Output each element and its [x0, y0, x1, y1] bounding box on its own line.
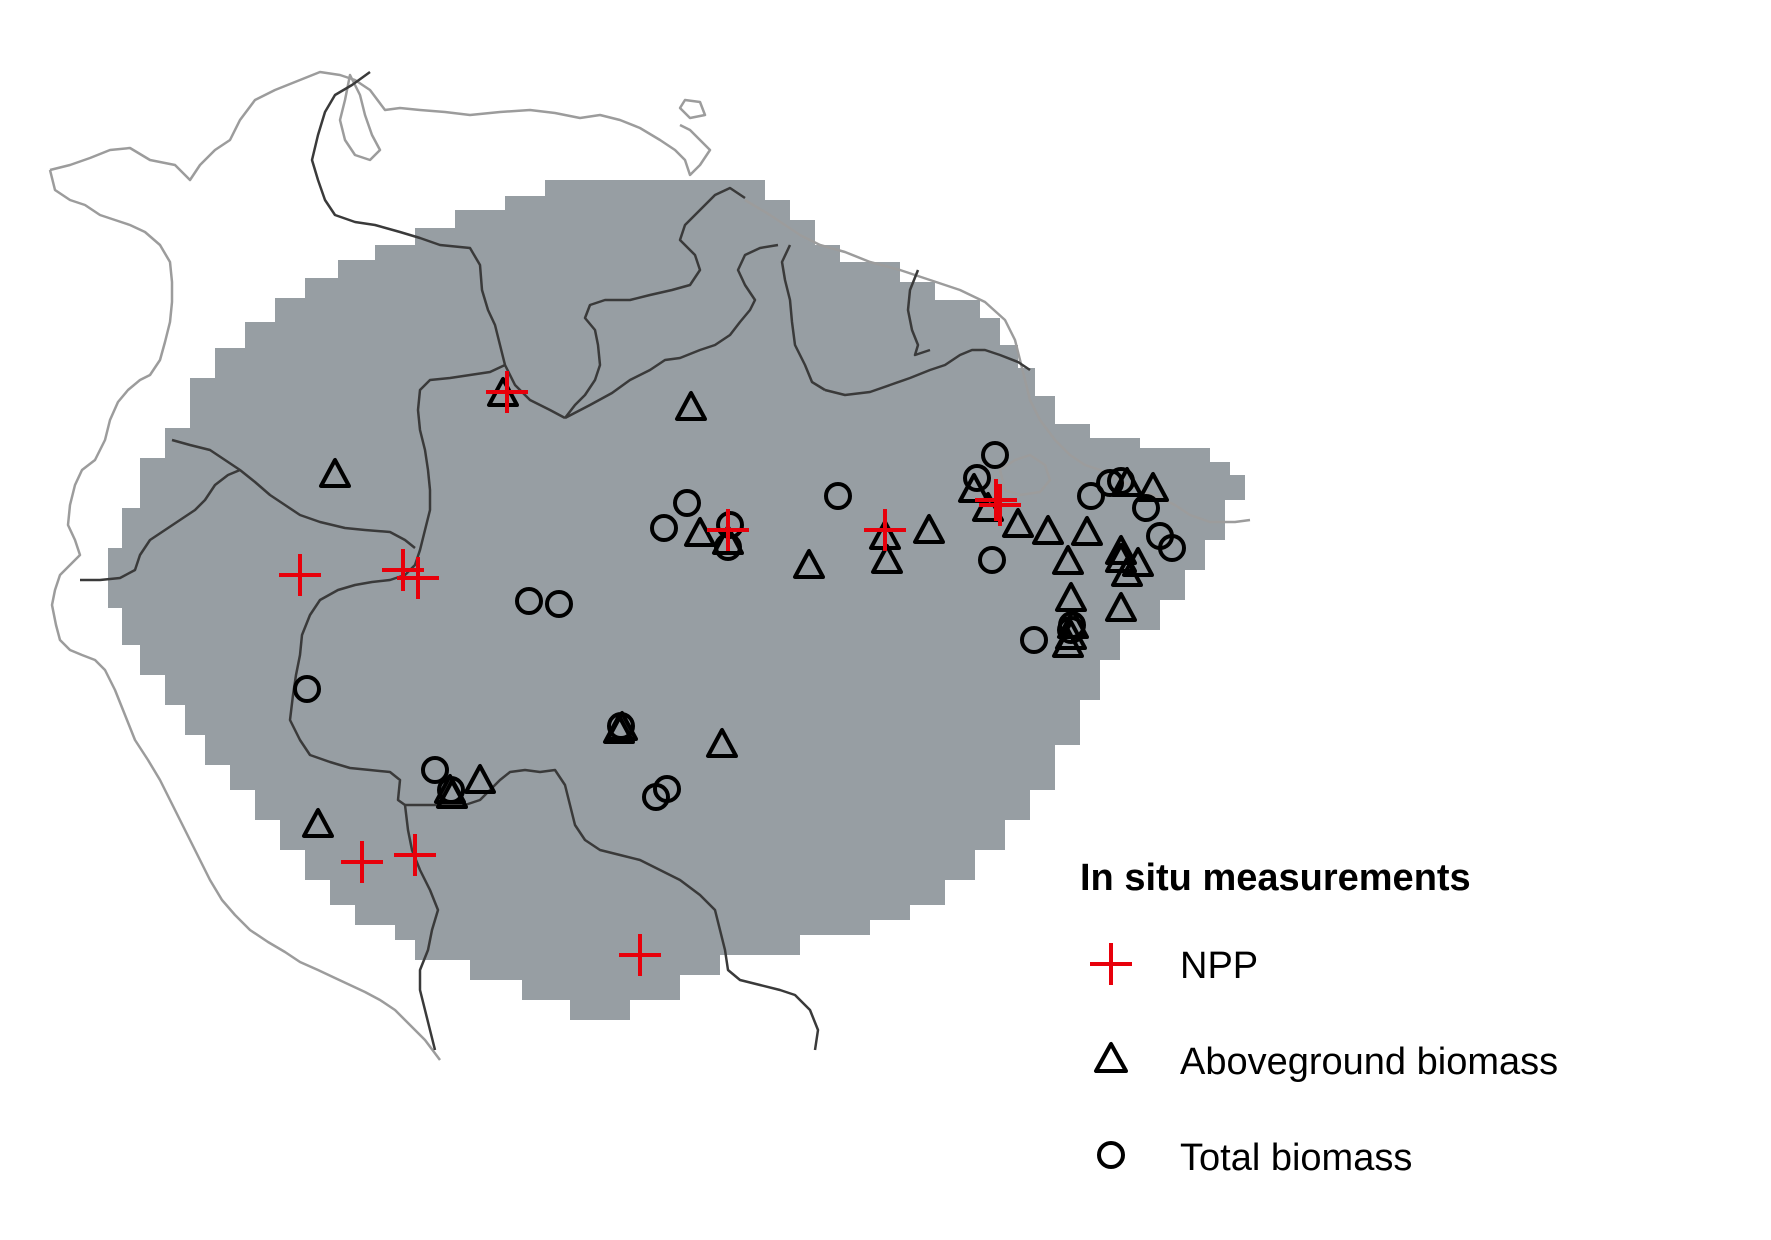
total-biomass-marker — [653, 775, 681, 803]
legend-item-npp: NPP — [1090, 943, 1258, 987]
npp-marker — [279, 554, 321, 596]
aboveground-biomass-marker — [319, 458, 351, 488]
aboveground-biomass-marker — [464, 764, 496, 794]
npp-marker — [979, 484, 1021, 526]
aboveground-biomass-marker — [1105, 592, 1137, 622]
aboveground-biomass-marker — [302, 808, 334, 838]
aboveground-biomass-marker — [675, 391, 707, 421]
total-biomass-marker — [650, 514, 678, 542]
total-biomass-marker — [978, 546, 1006, 574]
aboveground-biomass-marker — [1055, 582, 1087, 612]
npp-marker — [707, 509, 749, 551]
legend-label-aboveground-biomass: Aboveground biomass — [1180, 1041, 1558, 1083]
aboveground-biomass-marker — [793, 549, 825, 579]
aboveground-biomass-marker — [436, 779, 468, 809]
total-biomass-marker — [1132, 494, 1160, 522]
npp-marker — [397, 557, 439, 599]
aboveground-biomass-marker — [1111, 557, 1143, 587]
aboveground-biomass-marker — [1122, 547, 1154, 577]
total-biomass-marker — [824, 482, 852, 510]
total-biomass-marker — [1158, 534, 1186, 562]
aboveground-biomass-marker — [1002, 508, 1034, 538]
total-biomass-marker — [1096, 469, 1124, 497]
aboveground-biomass-marker — [1105, 535, 1137, 565]
total-biomass-marker — [515, 587, 543, 615]
total-biomass-marker — [1020, 626, 1048, 654]
measurement-markers — [279, 371, 1186, 976]
country-borders — [80, 70, 1031, 1051]
aboveground-biomass-marker — [606, 711, 638, 741]
npp-marker — [975, 479, 1017, 521]
aboveground-biomass-marker — [706, 728, 738, 758]
npp-marker — [341, 841, 383, 883]
aboveground-biomass-marker — [1052, 628, 1084, 658]
legend-symbol-triangle — [1094, 1042, 1128, 1073]
total-biomass-marker — [981, 441, 1009, 469]
coastline — [48, 70, 1251, 1061]
legend: In situ measurements NPP Aboveground bio… — [1080, 857, 1558, 1179]
aboveground-biomass-marker — [1052, 545, 1084, 575]
legend-item-total-biomass: Total biomass — [1097, 1137, 1412, 1179]
aboveground-biomass-marker — [1071, 516, 1103, 546]
aboveground-biomass-marker — [712, 525, 744, 555]
total-biomass-marker — [293, 675, 321, 703]
total-biomass-marker — [963, 464, 991, 492]
npp-marker — [486, 371, 528, 413]
legend-symbol-circle — [1097, 1141, 1125, 1169]
legend-symbol-plus — [1090, 943, 1132, 985]
study-region-mask — [108, 180, 1245, 1020]
aboveground-biomass-marker — [958, 473, 990, 503]
total-biomass-marker — [1077, 482, 1105, 510]
total-biomass-marker — [673, 489, 701, 517]
total-biomass-marker — [545, 590, 573, 618]
aboveground-biomass-marker — [913, 514, 945, 544]
total-biomass-marker — [421, 756, 449, 784]
legend-title: In situ measurements — [1080, 857, 1471, 899]
npp-marker — [619, 934, 661, 976]
npp-marker — [394, 834, 436, 876]
npp-marker — [864, 509, 906, 551]
aboveground-biomass-marker — [871, 544, 903, 574]
aboveground-biomass-marker — [1032, 515, 1064, 545]
aboveground-biomass-marker — [1137, 472, 1169, 502]
legend-label-total-biomass: Total biomass — [1180, 1137, 1412, 1179]
legend-label-npp: NPP — [1180, 945, 1258, 987]
legend-item-aboveground-biomass: Aboveground biomass — [1094, 1041, 1558, 1083]
aboveground-biomass-marker — [1111, 467, 1143, 497]
